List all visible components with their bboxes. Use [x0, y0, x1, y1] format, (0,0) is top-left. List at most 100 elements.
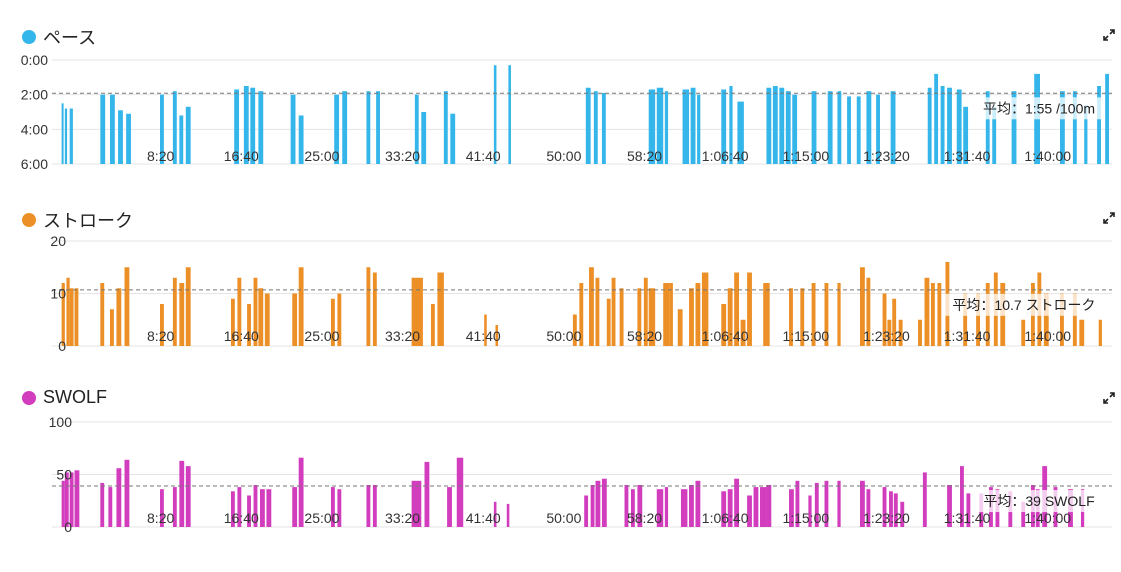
average-label: 平均：1:55 /100m — [983, 100, 1095, 116]
bar-54 — [824, 283, 829, 346]
bar-56 — [866, 489, 871, 527]
stroke-legend-dot — [22, 213, 36, 227]
stroke-expand-icon[interactable] — [1103, 211, 1115, 224]
bar-33 — [601, 478, 607, 527]
bar-0 — [61, 283, 65, 346]
bar-55 — [860, 480, 865, 527]
pace-expand-icon[interactable] — [1103, 28, 1115, 41]
bar-28 — [593, 91, 598, 164]
y-tick-label: 0 — [64, 519, 72, 535]
x-tick-label: 8:20 — [147, 510, 174, 526]
swolf-expand-icon[interactable] — [1103, 391, 1115, 404]
bar-37 — [656, 489, 664, 527]
bar-35 — [697, 94, 701, 164]
bar-26 — [447, 487, 452, 527]
bar-63 — [1072, 91, 1077, 164]
bar-77 — [1072, 293, 1077, 346]
x-tick-label: 25:00 — [304, 148, 339, 164]
x-tick-label: 1:23:20 — [863, 328, 910, 344]
bar-10 — [179, 460, 185, 527]
bar-48 — [766, 485, 772, 527]
bar-24 — [450, 113, 456, 164]
bar-16 — [298, 115, 304, 164]
x-tick-label: 33:20 — [385, 510, 420, 526]
bar-52 — [800, 288, 805, 346]
bar-44 — [734, 478, 740, 527]
bar-3 — [74, 470, 80, 527]
x-tick-label: 41:40 — [466, 148, 501, 164]
bar-33 — [682, 89, 690, 164]
bar-60 — [892, 298, 897, 346]
bar-27 — [456, 457, 464, 527]
bar-0 — [61, 480, 65, 527]
x-tick-label: 1:40:00 — [1024, 510, 1071, 526]
bar-38 — [648, 288, 656, 346]
x-tick-label: 1:15:00 — [782, 510, 829, 526]
y-tick-label: 0:00 — [21, 52, 48, 68]
bar-42 — [785, 91, 791, 164]
bar-8 — [172, 91, 177, 164]
bar-65 — [937, 283, 942, 346]
bar-19 — [366, 91, 371, 164]
bar-23 — [372, 272, 377, 346]
bar-58 — [889, 491, 893, 527]
bar-12 — [243, 86, 249, 164]
bar-13 — [250, 87, 256, 164]
bar-72 — [1021, 319, 1026, 346]
bar-11 — [185, 267, 191, 346]
bar-2 — [69, 288, 74, 346]
bar-64 — [1084, 105, 1088, 164]
pace-title-text: ペース — [43, 28, 97, 48]
x-tick-label: 58:20 — [627, 510, 662, 526]
bar-1 — [64, 472, 69, 527]
y-tick-label: 50 — [56, 467, 72, 483]
x-tick-label: 8:20 — [147, 148, 174, 164]
bar-25 — [424, 461, 430, 527]
bar-42 — [721, 491, 727, 527]
x-tick-label: 8:20 — [147, 328, 174, 344]
bar-18 — [292, 293, 298, 346]
bar-29 — [572, 314, 577, 346]
stroke-panel: ストローク 20 10 0 8:20 16:40 25:00 33:20 41:40 50:00… — [0, 185, 1121, 375]
bar-9 — [179, 115, 184, 164]
x-tick-label: 1:31:40 — [944, 510, 991, 526]
bar-57 — [963, 106, 969, 164]
bar-35 — [630, 489, 635, 527]
bar-52 — [814, 482, 819, 527]
bar-50 — [795, 480, 800, 527]
bar-60 — [1011, 91, 1017, 164]
bar-5 — [108, 487, 113, 527]
bar-25 — [430, 304, 435, 346]
bar-43 — [792, 94, 798, 164]
bar-4 — [100, 482, 105, 527]
bar-45 — [827, 91, 833, 164]
x-tick-label: 1:15:00 — [782, 148, 829, 164]
x-tick-label: 33:20 — [385, 148, 420, 164]
x-tick-label: 41:40 — [466, 510, 501, 526]
swolf-title: SWOLF — [22, 387, 107, 408]
swolf-chart: 100 50 0 8:20 16:40 25:00 33:20 41:40 50:00 58:20… — [49, 414, 1112, 535]
bar-3 — [100, 94, 106, 164]
bar-46 — [753, 487, 759, 527]
bar-28 — [495, 325, 499, 346]
bar-25 — [493, 65, 497, 164]
bar-79 — [1098, 319, 1102, 346]
bar-48 — [856, 96, 861, 164]
bar-22 — [421, 112, 427, 164]
bar-43 — [695, 283, 701, 346]
bar-59 — [887, 319, 892, 346]
bar-2 — [69, 472, 74, 527]
average-label: 平均：10.7 ストローク — [952, 297, 1095, 313]
bar-29 — [601, 92, 606, 164]
bar-78 — [1079, 319, 1085, 346]
bar-32 — [664, 91, 669, 164]
bar-44 — [701, 272, 709, 346]
x-tick-label: 1:40:00 — [1024, 148, 1071, 164]
bar-76 — [1060, 293, 1064, 346]
bar-34 — [690, 87, 696, 164]
bar-3 — [74, 288, 79, 346]
x-tick-label: 1:06:40 — [702, 148, 749, 164]
bar-55 — [947, 87, 952, 164]
bar-22 — [366, 267, 371, 346]
bar-46 — [837, 91, 842, 164]
